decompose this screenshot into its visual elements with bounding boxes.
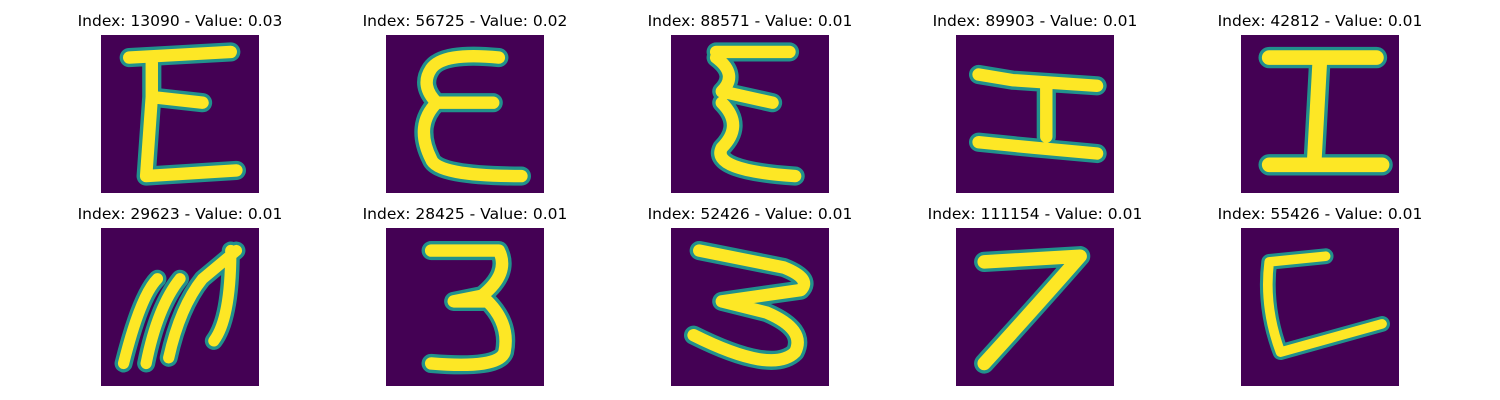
panel-title-2: Index: 56725 - Value: 0.02 (362, 12, 568, 30)
glyph-image-6 (101, 228, 259, 386)
glyph-image-7 (386, 228, 544, 386)
glyph-image-2 (386, 35, 544, 193)
glyph-image-3 (671, 35, 829, 193)
panel-title-10: Index: 55426 - Value: 0.01 (1217, 205, 1423, 223)
panel-title-9: Index: 111154 - Value: 0.01 (927, 205, 1143, 223)
glyph-image-5 (1241, 35, 1399, 193)
panel-title-3: Index: 88571 - Value: 0.01 (647, 12, 853, 30)
panel-title-1: Index: 13090 - Value: 0.03 (77, 12, 283, 30)
panel-title-4: Index: 89903 - Value: 0.01 (932, 12, 1138, 30)
glyph-image-1 (101, 35, 259, 193)
glyph-image-4 (956, 35, 1114, 193)
panel-title-7: Index: 28425 - Value: 0.01 (362, 205, 568, 223)
glyph-image-8 (671, 228, 829, 386)
panel-title-6: Index: 29623 - Value: 0.01 (77, 205, 283, 223)
panel-title-5: Index: 42812 - Value: 0.01 (1217, 12, 1423, 30)
glyph-image-10 (1241, 228, 1399, 386)
panel-title-8: Index: 52426 - Value: 0.01 (647, 205, 853, 223)
glyph-image-9 (956, 228, 1114, 386)
